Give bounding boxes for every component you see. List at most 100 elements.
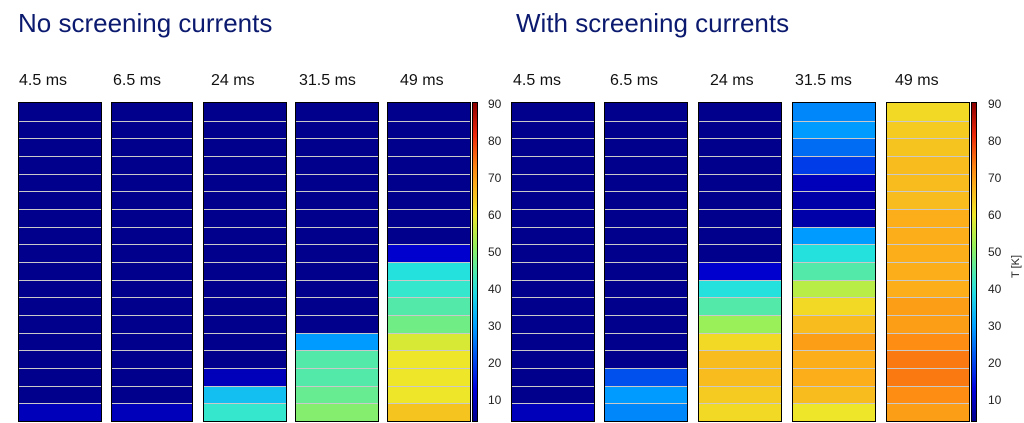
heatmap-layer <box>388 297 470 316</box>
heatmap-layer <box>204 244 286 263</box>
heatmap-layer <box>699 191 781 210</box>
heatmap-layer <box>512 350 594 369</box>
layer-divider <box>793 209 875 210</box>
layer-divider <box>512 297 594 299</box>
layer-divider <box>699 156 781 157</box>
heatmap-layer <box>512 138 594 157</box>
heatmap-panel <box>203 102 287 422</box>
layer-divider <box>887 297 969 299</box>
layer-divider <box>204 244 286 246</box>
heatmap-layer <box>296 120 378 139</box>
layer-divider <box>605 191 687 193</box>
heatmap-layer <box>699 279 781 298</box>
heatmap-layer <box>388 138 470 157</box>
heatmap-layer <box>204 173 286 192</box>
heatmap-layer <box>19 403 101 421</box>
heatmap-layer <box>512 173 594 192</box>
heatmap-layer <box>112 173 192 192</box>
heatmap-layer <box>296 103 378 121</box>
heatmap-layer <box>512 103 594 121</box>
heatmap-layer <box>296 262 378 280</box>
layer-divider <box>112 332 192 334</box>
heatmap-layer <box>512 209 594 227</box>
heatmap-layer <box>388 173 470 192</box>
time-label: 24 ms <box>710 72 754 89</box>
heatmap-layer <box>699 209 781 227</box>
heatmap-layer <box>793 120 875 139</box>
time-label: 31.5 ms <box>299 72 356 89</box>
layer-divider <box>112 279 192 281</box>
layer-divider <box>388 262 470 263</box>
layer-divider <box>887 156 969 157</box>
heatmap-layer <box>605 244 687 263</box>
layer-divider <box>793 226 875 228</box>
heatmap-panel <box>387 102 471 422</box>
heatmap-layer <box>388 209 470 227</box>
layer-divider <box>388 173 470 175</box>
heatmap-layer <box>204 315 286 333</box>
colorbar-tick: 60 <box>988 208 1002 222</box>
heatmap-layer <box>793 350 875 369</box>
heatmap-layer <box>19 173 101 192</box>
heatmap-layer <box>204 279 286 298</box>
layer-divider <box>112 138 192 140</box>
heatmap-layer <box>793 297 875 316</box>
layer-divider <box>19 226 101 228</box>
heatmap-layer <box>512 244 594 263</box>
layer-divider <box>204 138 286 140</box>
heatmap-panel <box>698 102 782 422</box>
heatmap-layer <box>296 156 378 174</box>
layer-divider <box>605 385 687 387</box>
heatmap-layer <box>204 103 286 121</box>
layer-divider <box>512 332 594 334</box>
heatmap-layer <box>793 173 875 192</box>
heatmap-layer <box>112 156 192 174</box>
heatmap-layer <box>699 385 781 404</box>
colorbar-tick: 80 <box>988 134 1002 148</box>
layer-divider <box>793 332 875 334</box>
layer-divider <box>19 332 101 334</box>
heatmap-layer <box>512 332 594 351</box>
layer-divider <box>19 279 101 281</box>
layer-divider <box>112 297 192 299</box>
layer-divider <box>204 297 286 299</box>
layer-divider <box>512 244 594 246</box>
heatmap-layer <box>19 315 101 333</box>
heatmap-layer <box>19 279 101 298</box>
layer-divider <box>793 156 875 157</box>
heatmap-layer <box>112 315 192 333</box>
layer-divider <box>887 315 969 316</box>
layer-divider <box>112 350 192 352</box>
layer-divider <box>112 191 192 193</box>
layer-divider <box>699 173 781 175</box>
heatmap-layer <box>204 332 286 351</box>
heatmap-layer <box>296 173 378 192</box>
heatmap-layer <box>793 103 875 121</box>
time-label: 24 ms <box>211 72 255 89</box>
colorbar-axis-label: T [K] <box>1010 254 1022 278</box>
heatmap-layer <box>512 262 594 280</box>
heatmap-layer <box>112 403 192 421</box>
heatmap-layer <box>793 209 875 227</box>
heatmap-layer <box>296 315 378 333</box>
layer-divider <box>296 315 378 316</box>
colorbar-tick: 50 <box>988 245 1002 259</box>
heatmap-layer <box>887 315 969 333</box>
layer-divider <box>388 350 470 352</box>
layer-divider <box>699 315 781 316</box>
layer-divider <box>699 244 781 246</box>
layer-divider <box>793 385 875 387</box>
layer-divider <box>19 138 101 140</box>
heatmap-layer <box>699 403 781 421</box>
heatmap-layer <box>112 209 192 227</box>
heatmap-layer <box>19 156 101 174</box>
heatmap-layer <box>296 138 378 157</box>
heatmap-layer <box>512 403 594 421</box>
heatmap-layer <box>887 403 969 421</box>
layer-divider <box>296 173 378 175</box>
heatmap-layer <box>296 403 378 421</box>
layer-divider <box>887 138 969 140</box>
heatmap-layer <box>512 156 594 174</box>
layer-divider <box>112 173 192 175</box>
heatmap-layer <box>512 191 594 210</box>
